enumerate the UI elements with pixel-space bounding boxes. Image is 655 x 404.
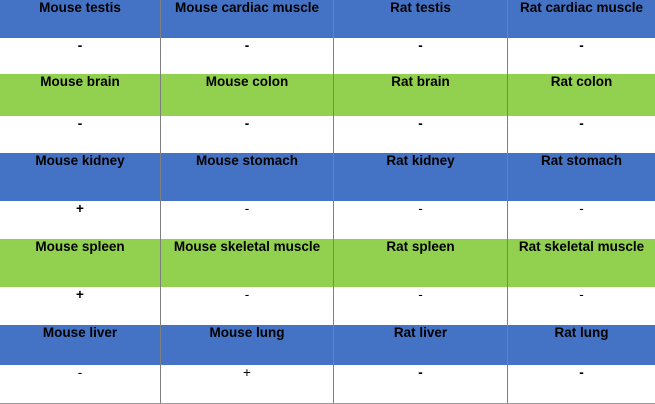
header-row-3: Mouse kidney Mouse stomach Rat kidney Ra… bbox=[0, 153, 655, 206]
header-cell: Rat spleen bbox=[334, 239, 508, 287]
value-cell: - bbox=[508, 116, 655, 153]
header-cell: Mouse stomach bbox=[161, 153, 334, 201]
value-row-1: - - - - bbox=[0, 38, 655, 75]
header-cell: Mouse skeletal muscle bbox=[161, 239, 334, 287]
value-cell: + bbox=[0, 287, 161, 325]
header-row-5: Mouse liver Mouse lung Rat liver Rat lun… bbox=[0, 325, 655, 370]
header-cell: Rat colon bbox=[508, 74, 655, 116]
header-cell: Rat brain bbox=[334, 74, 508, 116]
value-cell: - bbox=[508, 201, 655, 239]
header-cell: Mouse liver bbox=[0, 325, 161, 365]
value-cell: - bbox=[161, 201, 334, 239]
header-cell: Mouse brain bbox=[0, 74, 161, 116]
value-cell: - bbox=[161, 116, 334, 153]
value-cell: + bbox=[161, 365, 334, 403]
value-cell: - bbox=[0, 116, 161, 153]
header-cell: Rat stomach bbox=[508, 153, 655, 201]
value-cell: - bbox=[508, 287, 655, 325]
value-cell: - bbox=[334, 116, 508, 153]
header-cell: Mouse lung bbox=[161, 325, 334, 365]
header-cell: Mouse kidney bbox=[0, 153, 161, 201]
value-cell: - bbox=[0, 365, 161, 403]
header-cell: Mouse spleen bbox=[0, 239, 161, 287]
value-row-4: + - - - bbox=[0, 287, 655, 326]
header-row-2: Mouse brain Mouse colon Rat brain Rat co… bbox=[0, 74, 655, 121]
value-cell: + bbox=[0, 201, 161, 239]
value-cell: - bbox=[334, 38, 508, 74]
header-cell: Mouse testis bbox=[0, 0, 161, 38]
header-cell: Rat lung bbox=[508, 325, 655, 365]
value-cell: - bbox=[0, 38, 161, 74]
value-cell: - bbox=[161, 38, 334, 74]
value-cell: - bbox=[508, 38, 655, 74]
value-row-3: + - - - bbox=[0, 201, 655, 240]
header-cell: Rat cardiac muscle bbox=[508, 0, 655, 38]
value-cell: - bbox=[334, 365, 508, 403]
value-cell: - bbox=[508, 365, 655, 403]
header-cell: Mouse cardiac muscle bbox=[161, 0, 334, 38]
header-cell: Mouse colon bbox=[161, 74, 334, 116]
header-cell: Rat skeletal muscle bbox=[508, 239, 655, 287]
header-row-4: Mouse spleen Mouse skeletal muscle Rat s… bbox=[0, 239, 655, 292]
value-cell: - bbox=[334, 287, 508, 325]
header-cell: Rat kidney bbox=[334, 153, 508, 201]
value-cell: - bbox=[334, 201, 508, 239]
value-row-5: - + - - bbox=[0, 365, 655, 404]
value-cell: - bbox=[161, 287, 334, 325]
header-cell: Rat liver bbox=[334, 325, 508, 365]
header-row-1: Mouse testis Mouse cardiac muscle Rat te… bbox=[0, 0, 655, 43]
header-cell: Rat testis bbox=[334, 0, 508, 38]
value-row-2: - - - - bbox=[0, 116, 655, 154]
